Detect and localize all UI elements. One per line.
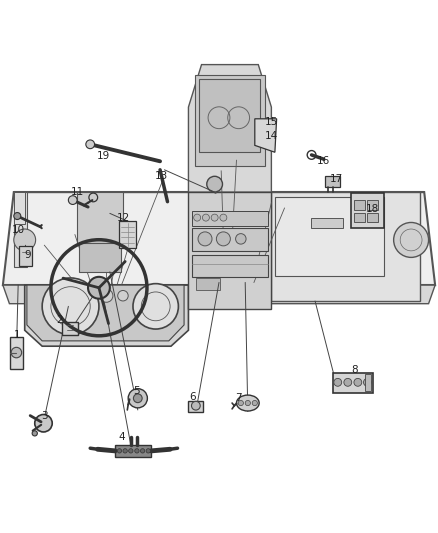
Bar bbox=[354, 200, 365, 209]
Polygon shape bbox=[14, 192, 27, 266]
Polygon shape bbox=[25, 285, 188, 346]
Bar bbox=[196, 278, 220, 290]
Circle shape bbox=[123, 449, 127, 453]
Circle shape bbox=[146, 449, 150, 453]
Bar bbox=[120, 221, 136, 248]
Text: 13: 13 bbox=[155, 171, 168, 181]
Polygon shape bbox=[272, 192, 420, 301]
Circle shape bbox=[194, 214, 201, 221]
Bar bbox=[14, 192, 25, 224]
Polygon shape bbox=[3, 285, 435, 304]
Circle shape bbox=[86, 140, 95, 149]
Circle shape bbox=[35, 415, 52, 432]
Circle shape bbox=[198, 232, 212, 246]
Bar bbox=[354, 213, 365, 222]
Text: 18: 18 bbox=[366, 204, 379, 214]
Circle shape bbox=[14, 213, 21, 220]
Text: 4: 4 bbox=[119, 432, 125, 441]
Circle shape bbox=[134, 394, 142, 402]
Text: 15: 15 bbox=[265, 117, 278, 127]
Circle shape bbox=[118, 290, 128, 301]
Text: 6: 6 bbox=[190, 392, 196, 402]
Bar bbox=[311, 217, 343, 228]
Polygon shape bbox=[188, 64, 272, 192]
Bar bbox=[192, 211, 268, 225]
Circle shape bbox=[14, 229, 35, 251]
Circle shape bbox=[117, 449, 122, 453]
Bar bbox=[333, 373, 373, 393]
Text: 16: 16 bbox=[317, 156, 330, 166]
Polygon shape bbox=[62, 322, 78, 335]
Text: 12: 12 bbox=[117, 213, 130, 223]
Text: 9: 9 bbox=[25, 250, 31, 260]
Polygon shape bbox=[115, 445, 151, 457]
Circle shape bbox=[245, 400, 251, 406]
Circle shape bbox=[32, 431, 37, 436]
Ellipse shape bbox=[237, 395, 259, 411]
Circle shape bbox=[191, 401, 200, 410]
Bar bbox=[275, 197, 384, 276]
Circle shape bbox=[354, 378, 362, 386]
Circle shape bbox=[11, 348, 21, 358]
Text: 17: 17 bbox=[330, 174, 343, 184]
Text: 2: 2 bbox=[57, 314, 63, 325]
Bar bbox=[192, 228, 268, 251]
Circle shape bbox=[133, 284, 178, 329]
Circle shape bbox=[202, 214, 209, 221]
Polygon shape bbox=[325, 176, 339, 187]
Circle shape bbox=[344, 378, 352, 386]
Text: 5: 5 bbox=[133, 386, 139, 397]
Text: 19: 19 bbox=[97, 151, 110, 161]
Circle shape bbox=[42, 278, 99, 335]
Circle shape bbox=[364, 378, 371, 386]
Circle shape bbox=[236, 233, 246, 244]
Circle shape bbox=[207, 176, 223, 192]
Bar bbox=[367, 200, 378, 209]
Polygon shape bbox=[3, 192, 435, 285]
Circle shape bbox=[211, 214, 218, 221]
Polygon shape bbox=[199, 79, 261, 152]
Polygon shape bbox=[188, 401, 203, 411]
Circle shape bbox=[220, 214, 227, 221]
Circle shape bbox=[88, 277, 110, 298]
Text: 3: 3 bbox=[41, 411, 48, 421]
Polygon shape bbox=[77, 192, 123, 243]
Circle shape bbox=[334, 378, 342, 386]
Polygon shape bbox=[79, 243, 121, 272]
Circle shape bbox=[394, 222, 428, 257]
Circle shape bbox=[141, 449, 145, 453]
Circle shape bbox=[252, 400, 258, 406]
Circle shape bbox=[216, 232, 230, 246]
Text: 11: 11 bbox=[71, 187, 84, 197]
Circle shape bbox=[100, 289, 113, 302]
Circle shape bbox=[68, 196, 77, 205]
Polygon shape bbox=[255, 119, 277, 152]
Bar bbox=[367, 213, 378, 222]
Bar bbox=[192, 255, 268, 277]
Circle shape bbox=[135, 449, 139, 453]
Bar bbox=[365, 374, 371, 391]
Text: 8: 8 bbox=[351, 365, 358, 375]
Bar bbox=[351, 193, 384, 228]
Text: 14: 14 bbox=[265, 131, 278, 141]
Text: 1: 1 bbox=[14, 329, 21, 340]
Circle shape bbox=[128, 389, 148, 408]
Bar bbox=[19, 246, 32, 266]
Polygon shape bbox=[27, 285, 184, 341]
Polygon shape bbox=[195, 75, 265, 166]
Circle shape bbox=[129, 449, 133, 453]
Bar bbox=[11, 337, 22, 368]
Text: 10: 10 bbox=[11, 225, 25, 236]
Text: 7: 7 bbox=[235, 393, 242, 403]
Circle shape bbox=[238, 400, 244, 406]
Polygon shape bbox=[188, 192, 272, 309]
